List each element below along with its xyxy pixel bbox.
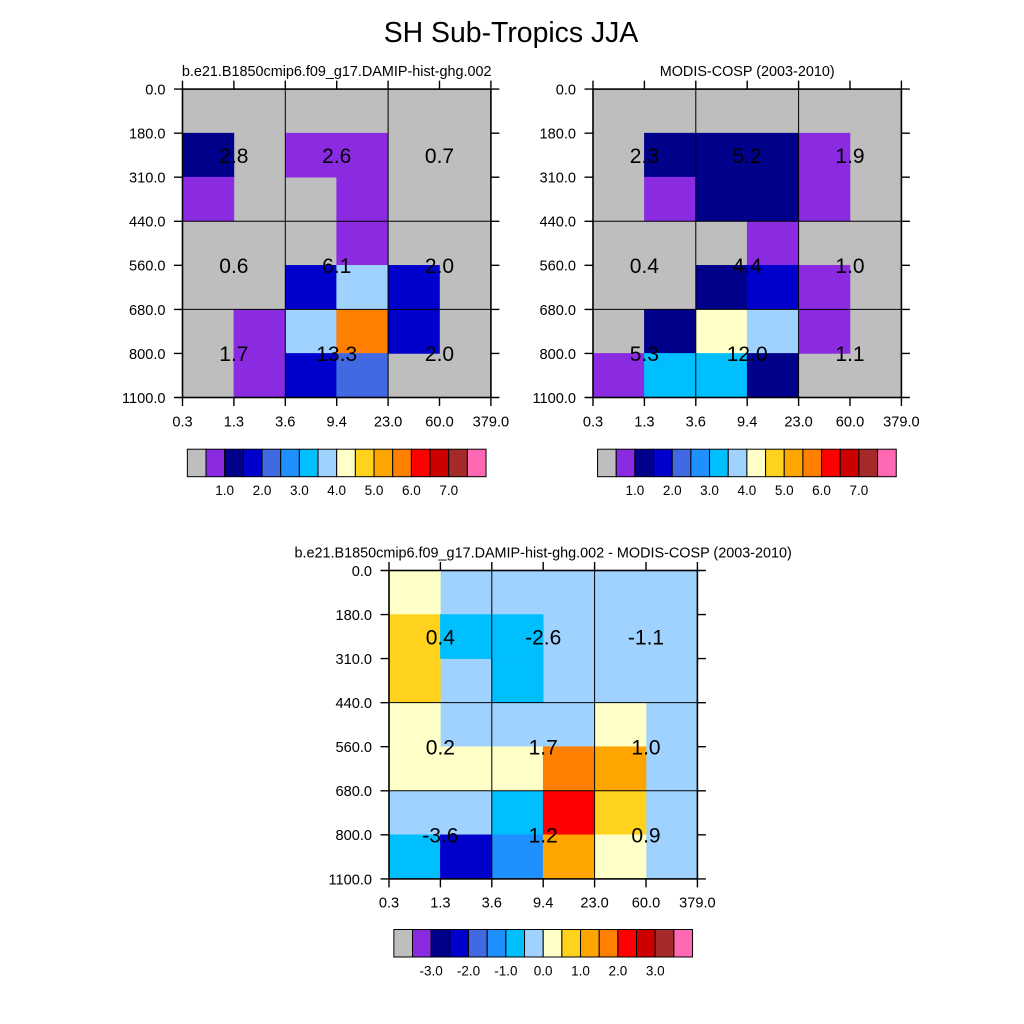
svg-text:310.0: 310.0 [335, 652, 372, 668]
svg-text:680.0: 680.0 [539, 303, 576, 319]
svg-text:9.4: 9.4 [533, 896, 553, 912]
svg-text:440.0: 440.0 [335, 696, 372, 712]
svg-text:7.0: 7.0 [850, 483, 869, 498]
svg-text:0.0: 0.0 [352, 564, 372, 580]
svg-text:12.0: 12.0 [727, 343, 768, 366]
svg-text:5.2: 5.2 [733, 145, 762, 168]
svg-text:1.0: 1.0 [625, 483, 644, 498]
svg-text:0.4: 0.4 [630, 255, 660, 278]
svg-text:2.0: 2.0 [663, 483, 682, 498]
svg-text:4.0: 4.0 [327, 483, 346, 498]
svg-text:180.0: 180.0 [129, 127, 166, 143]
svg-text:680.0: 680.0 [129, 303, 166, 319]
svg-text:3.0: 3.0 [700, 483, 719, 498]
svg-text:7.0: 7.0 [439, 483, 458, 498]
svg-text:180.0: 180.0 [335, 608, 372, 624]
svg-text:379.0: 379.0 [679, 896, 716, 912]
svg-text:0.4: 0.4 [426, 626, 456, 649]
svg-text:1100.0: 1100.0 [122, 391, 166, 407]
svg-text:60.0: 60.0 [836, 414, 864, 430]
svg-text:MODIS-COSP (2003-2010): MODIS-COSP (2003-2010) [660, 64, 835, 80]
svg-text:9.4: 9.4 [737, 414, 757, 430]
svg-text:1.9: 1.9 [835, 145, 864, 168]
svg-text:1.7: 1.7 [529, 736, 558, 759]
svg-text:0.9: 0.9 [631, 825, 660, 848]
svg-text:560.0: 560.0 [335, 740, 372, 756]
svg-text:13.3: 13.3 [316, 343, 357, 366]
svg-text:1.0: 1.0 [631, 736, 660, 759]
svg-text:6.0: 6.0 [812, 483, 831, 498]
svg-text:560.0: 560.0 [539, 259, 576, 275]
svg-text:4.0: 4.0 [738, 483, 757, 498]
svg-text:379.0: 379.0 [473, 414, 510, 430]
svg-text:800.0: 800.0 [129, 347, 166, 363]
svg-text:1100.0: 1100.0 [532, 391, 576, 407]
svg-text:1.0: 1.0 [215, 483, 234, 498]
svg-text:800.0: 800.0 [539, 347, 576, 363]
svg-text:23.0: 23.0 [580, 896, 608, 912]
svg-text:9.4: 9.4 [327, 414, 347, 430]
svg-text:2.0: 2.0 [425, 343, 454, 366]
svg-text:2.3: 2.3 [630, 145, 659, 168]
svg-text:5.3: 5.3 [630, 343, 659, 366]
svg-text:1.1: 1.1 [835, 343, 864, 366]
svg-text:3.0: 3.0 [290, 483, 309, 498]
svg-text:5.0: 5.0 [365, 483, 384, 498]
svg-text:3.0: 3.0 [646, 963, 665, 978]
svg-text:2.0: 2.0 [425, 255, 454, 278]
svg-text:680.0: 680.0 [335, 784, 372, 800]
svg-text:-2.0: -2.0 [457, 963, 480, 978]
svg-text:23.0: 23.0 [784, 414, 812, 430]
svg-text:4.4: 4.4 [733, 255, 763, 278]
svg-text:0.2: 0.2 [426, 736, 455, 759]
svg-text:b.e21.B1850cmip6.f09_g17.DAMIP: b.e21.B1850cmip6.f09_g17.DAMIP-hist-ghg.… [182, 64, 492, 80]
svg-text:6.1: 6.1 [322, 255, 351, 278]
svg-text:2.8: 2.8 [219, 145, 248, 168]
svg-text:6.0: 6.0 [402, 483, 421, 498]
svg-text:-1.1: -1.1 [628, 626, 664, 649]
svg-text:310.0: 310.0 [539, 171, 576, 187]
svg-text:0.3: 0.3 [172, 414, 192, 430]
svg-text:0.0: 0.0 [534, 963, 553, 978]
svg-text:-2.6: -2.6 [525, 626, 561, 649]
svg-text:0.0: 0.0 [145, 83, 165, 99]
svg-text:3.6: 3.6 [482, 896, 502, 912]
svg-text:379.0: 379.0 [883, 414, 920, 430]
svg-text:1.2: 1.2 [529, 825, 558, 848]
svg-text:310.0: 310.0 [129, 171, 166, 187]
svg-text:23.0: 23.0 [374, 414, 402, 430]
svg-text:3.6: 3.6 [686, 414, 706, 430]
svg-text:SH Sub-Tropics JJA: SH Sub-Tropics JJA [384, 17, 639, 49]
svg-text:800.0: 800.0 [335, 828, 372, 844]
svg-text:440.0: 440.0 [539, 215, 576, 231]
svg-text:440.0: 440.0 [129, 215, 166, 231]
svg-text:2.6: 2.6 [322, 145, 351, 168]
svg-text:-3.6: -3.6 [422, 825, 458, 848]
svg-text:1100.0: 1100.0 [328, 872, 372, 888]
svg-text:3.6: 3.6 [275, 414, 295, 430]
svg-text:-3.0: -3.0 [420, 963, 443, 978]
svg-text:2.0: 2.0 [253, 483, 272, 498]
svg-text:-1.0: -1.0 [494, 963, 517, 978]
svg-text:0.6: 0.6 [219, 255, 248, 278]
svg-text:0.7: 0.7 [425, 145, 454, 168]
svg-text:60.0: 60.0 [425, 414, 453, 430]
svg-text:1.0: 1.0 [571, 963, 590, 978]
svg-text:560.0: 560.0 [129, 259, 166, 275]
svg-text:b.e21.B1850cmip6.f09_g17.DAMIP: b.e21.B1850cmip6.f09_g17.DAMIP-hist-ghg.… [295, 545, 792, 561]
svg-text:0.0: 0.0 [556, 83, 576, 99]
svg-text:0.3: 0.3 [583, 414, 603, 430]
svg-text:1.7: 1.7 [219, 343, 248, 366]
svg-text:1.0: 1.0 [835, 255, 864, 278]
svg-text:60.0: 60.0 [632, 896, 660, 912]
svg-text:0.3: 0.3 [379, 896, 399, 912]
svg-text:1.3: 1.3 [634, 414, 654, 430]
svg-text:2.0: 2.0 [608, 963, 627, 978]
svg-text:1.3: 1.3 [430, 896, 450, 912]
svg-text:180.0: 180.0 [539, 127, 576, 143]
svg-text:1.3: 1.3 [224, 414, 244, 430]
svg-text:5.0: 5.0 [775, 483, 794, 498]
